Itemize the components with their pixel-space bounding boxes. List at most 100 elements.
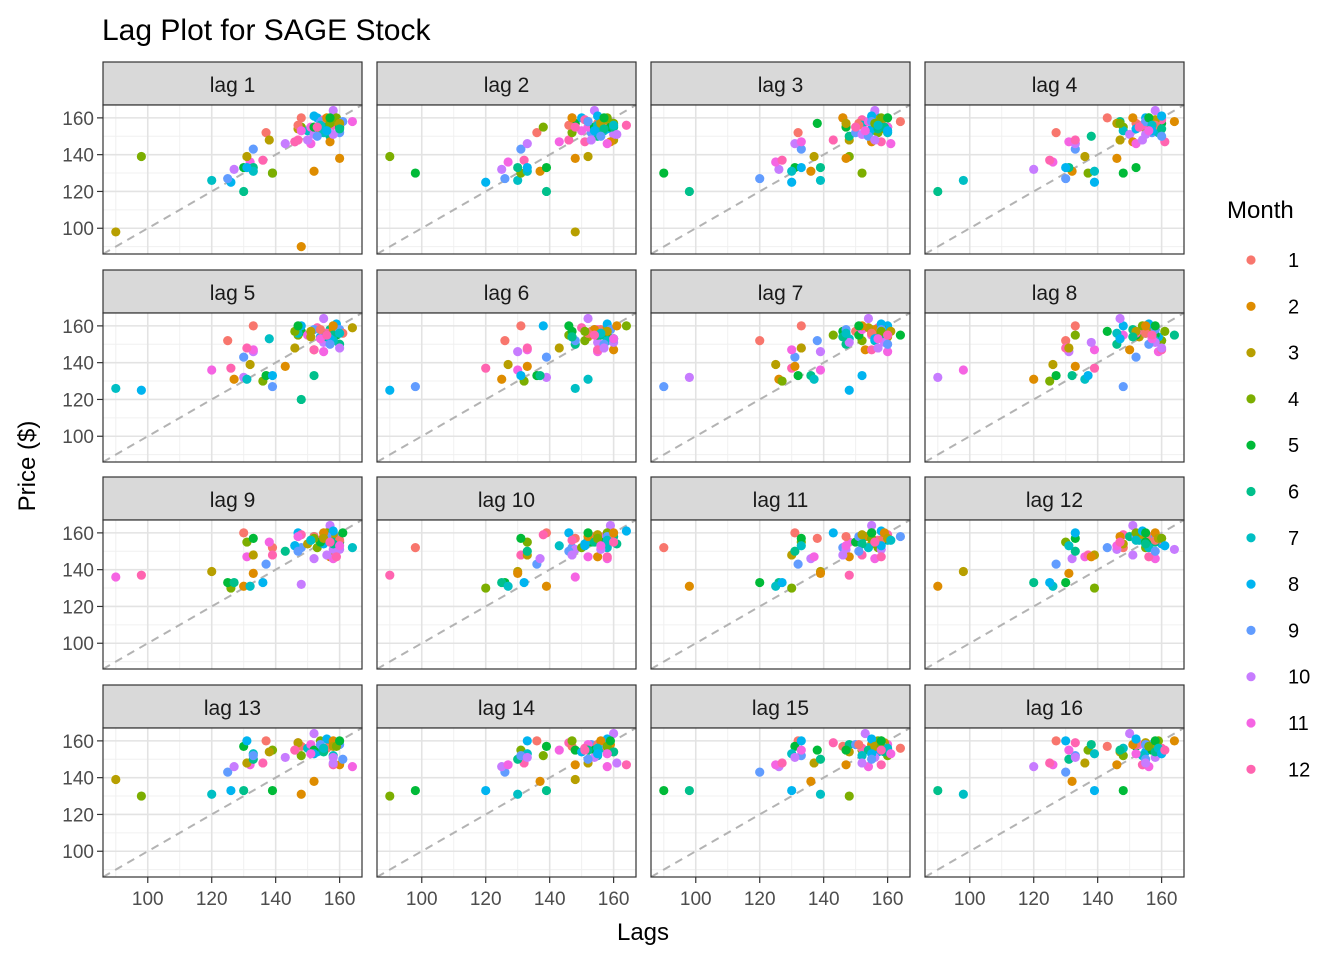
data-point <box>325 113 335 123</box>
data-point <box>1061 767 1071 777</box>
data-point <box>1102 113 1112 123</box>
x-axis-label: Lags <box>617 919 669 946</box>
data-point <box>1070 361 1080 371</box>
data-point <box>609 334 619 344</box>
facet-panel: lag 7 <box>650 269 911 463</box>
legend-label: 11 <box>1288 713 1309 735</box>
data-point <box>538 750 548 761</box>
data-point <box>659 785 669 796</box>
facet-panel: lag 8 <box>924 269 1185 463</box>
data-point <box>790 352 800 362</box>
data-point <box>567 332 577 342</box>
data-point <box>796 736 806 746</box>
facet-panel: lag 5 100 120 140 160 <box>62 269 363 463</box>
data-point <box>264 334 274 344</box>
facet-strip-label: lag 15 <box>752 697 809 720</box>
data-point <box>136 151 146 162</box>
data-point <box>267 168 278 178</box>
data-point <box>621 760 632 770</box>
data-point <box>1086 739 1096 750</box>
data-point <box>809 552 819 562</box>
data-point <box>497 374 507 384</box>
data-point <box>111 572 121 582</box>
data-point <box>111 227 121 237</box>
data-point <box>296 789 306 799</box>
legend-key <box>1246 394 1256 404</box>
data-point <box>1131 162 1141 173</box>
data-point <box>787 785 797 796</box>
panel-border <box>650 312 911 463</box>
data-point <box>570 153 580 163</box>
data-point <box>554 137 564 147</box>
data-point <box>1070 321 1080 331</box>
data-point <box>1029 762 1039 772</box>
data-point <box>796 137 806 147</box>
data-point <box>481 177 491 187</box>
legend-key <box>1246 764 1256 774</box>
x-tick-label: 120 <box>1018 889 1050 910</box>
data-point <box>659 542 669 553</box>
data-point <box>828 330 838 340</box>
data-point <box>229 374 239 384</box>
data-point <box>593 533 603 543</box>
data-point <box>500 335 510 346</box>
data-point <box>777 758 787 768</box>
data-point <box>1070 528 1080 538</box>
data-point <box>777 577 787 588</box>
facet-strip <box>376 61 637 106</box>
data-point <box>309 728 319 739</box>
data-point <box>325 537 335 547</box>
data-point <box>312 131 322 141</box>
data-point <box>1089 785 1100 796</box>
data-point <box>261 127 271 138</box>
data-point <box>347 542 358 553</box>
data-point <box>659 168 669 178</box>
data-point <box>522 343 532 353</box>
data-point <box>589 126 600 136</box>
data-point <box>223 767 233 777</box>
data-point <box>828 738 838 748</box>
data-point <box>1070 752 1080 763</box>
data-point <box>335 153 345 163</box>
data-point <box>541 741 552 751</box>
data-point <box>809 151 819 162</box>
data-point <box>593 749 603 759</box>
data-point <box>535 370 545 381</box>
data-point <box>239 581 249 591</box>
data-point <box>596 131 606 141</box>
facet-panel: lag 10 <box>376 476 637 670</box>
data-point <box>933 581 943 591</box>
data-point <box>1112 760 1122 770</box>
y-tick-label: 120 <box>62 805 94 826</box>
data-point <box>309 111 319 121</box>
panel-border <box>650 104 911 255</box>
data-point <box>895 330 906 340</box>
data-point <box>793 559 803 569</box>
data-point <box>841 153 851 163</box>
data-point <box>347 116 358 127</box>
data-point <box>290 745 300 755</box>
data-point <box>895 116 906 127</box>
data-point <box>870 537 880 547</box>
data-point <box>500 173 510 184</box>
data-point <box>322 550 332 560</box>
x-tick-label: 120 <box>196 889 228 910</box>
data-point <box>809 374 819 384</box>
x-tick-label: 100 <box>954 889 986 910</box>
data-point <box>815 568 826 578</box>
data-point <box>867 528 877 538</box>
data-point <box>410 542 420 553</box>
data-point <box>522 736 532 746</box>
data-point <box>1141 321 1151 331</box>
data-point <box>1067 370 1077 381</box>
facet-strip-label: lag 8 <box>1032 282 1078 305</box>
data-point <box>844 791 854 801</box>
data-point <box>223 577 233 588</box>
data-point <box>684 785 694 796</box>
data-point <box>1150 736 1160 746</box>
data-point <box>612 129 622 140</box>
data-point <box>583 528 593 538</box>
data-point <box>828 528 838 538</box>
data-point <box>873 120 883 130</box>
data-point <box>1118 785 1128 796</box>
